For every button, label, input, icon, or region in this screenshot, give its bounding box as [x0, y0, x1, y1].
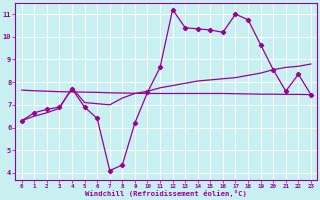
X-axis label: Windchill (Refroidissement éolien,°C): Windchill (Refroidissement éolien,°C) — [85, 190, 247, 197]
